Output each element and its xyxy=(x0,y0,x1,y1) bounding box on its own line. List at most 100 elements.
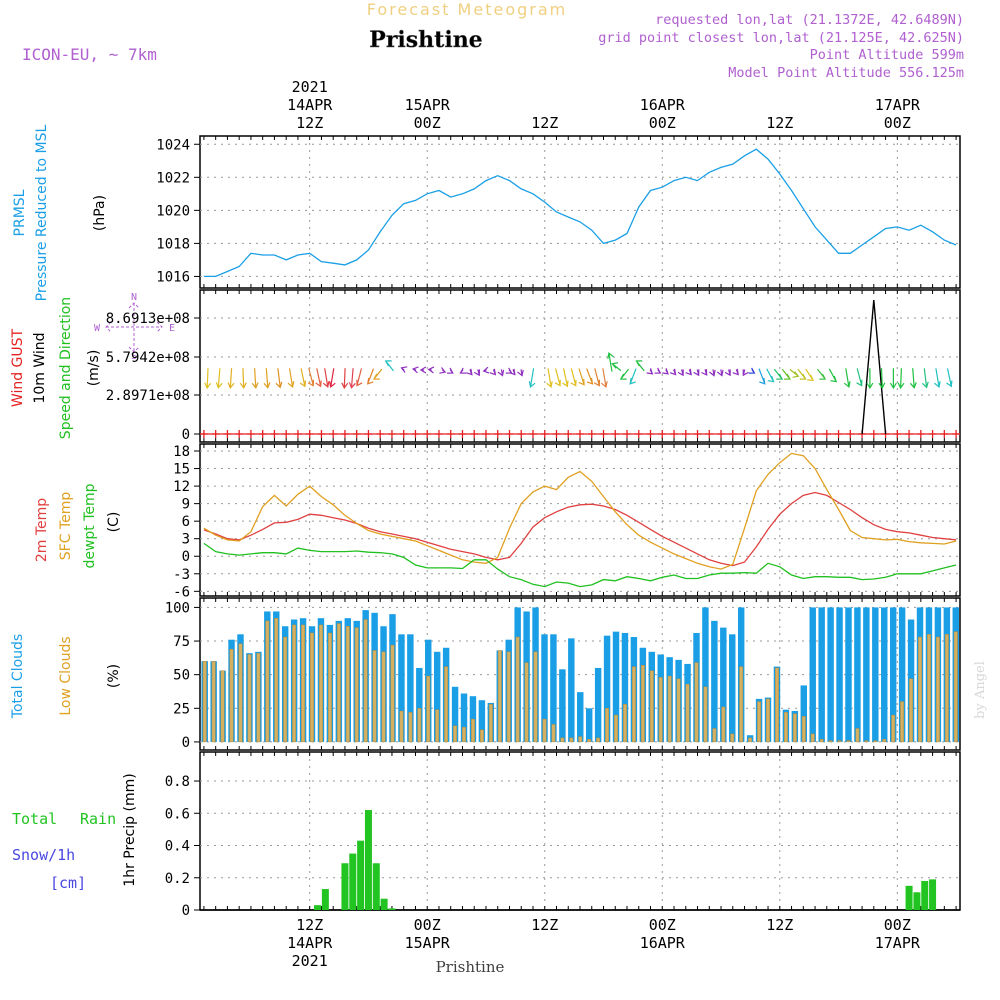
low-cloud-bar xyxy=(336,623,341,743)
total-cloud-bar xyxy=(818,607,825,742)
wind-arrow xyxy=(227,368,235,389)
wind-arrow xyxy=(934,368,941,388)
wind-arrow xyxy=(287,368,295,388)
clouds-unit: (%) xyxy=(106,664,122,688)
wind-arrow xyxy=(646,368,654,375)
rain-bar xyxy=(349,853,357,910)
low-cloud-bar xyxy=(390,644,395,743)
low-cloud-bar xyxy=(426,675,431,743)
model-altitude: Model Point Altitude 556.125m xyxy=(728,65,964,81)
low-cloud-bar xyxy=(703,686,708,743)
wind-arrow xyxy=(889,368,897,390)
time-label-bottom: 00Z xyxy=(884,916,911,934)
low-cloud-bar xyxy=(855,728,860,743)
total-cloud-bar xyxy=(585,708,593,742)
low-cloud-bar xyxy=(301,624,305,743)
value-tick-label: 18 xyxy=(173,444,190,460)
low-cloud-bar xyxy=(918,636,922,743)
wind-panel xyxy=(199,289,961,443)
rain-bar xyxy=(905,885,913,910)
wind-arrow xyxy=(748,367,756,374)
axis-labels: 12Z14APR202112Z14APR202100Z15APR00Z15APR… xyxy=(106,78,921,970)
low-cloud-bar xyxy=(792,713,797,743)
precip-legend: Total Rain Snow/1h [cm] 1hr Precip (mm) xyxy=(12,773,138,892)
wind-arrow xyxy=(805,368,815,381)
low-cloud-bar xyxy=(909,678,913,743)
low-cloud-bar xyxy=(721,706,726,743)
wind-arrow xyxy=(489,368,497,376)
low-cloud-bar xyxy=(399,710,404,743)
low-cloud-bar xyxy=(623,704,627,743)
total-cloud-bar xyxy=(577,692,584,742)
temp-unit: (C) xyxy=(106,512,122,533)
low-cloud-bar xyxy=(319,624,323,743)
wind-arrow xyxy=(724,369,731,377)
wind-tick-label: 0 xyxy=(182,427,190,443)
pressure-label-2: Pressure Reduced to MSL xyxy=(34,124,50,301)
low-cloud-bar xyxy=(667,675,672,743)
wind-arrow xyxy=(251,368,259,389)
wind-arrow xyxy=(578,368,585,386)
temp-line-1 xyxy=(203,452,957,570)
temp-label-dewpt: dewpt Temp xyxy=(82,483,98,568)
total-cloud-bar xyxy=(407,634,414,742)
low-cloud-bar xyxy=(685,683,690,743)
low-cloud-bar xyxy=(506,651,511,743)
total-cloud-bar xyxy=(478,700,486,742)
credit-watermark: by Angel xyxy=(973,661,988,719)
temp-line-2 xyxy=(203,542,957,588)
wind-arrow xyxy=(348,368,356,389)
low-cloud-bar xyxy=(658,677,663,743)
total-cloud-bar xyxy=(451,686,459,742)
wind-tick-label: 5.7942e+08 xyxy=(106,350,190,366)
wind-arrow xyxy=(366,368,375,385)
low-cloud-bar xyxy=(435,709,440,743)
total-cloud-bar xyxy=(889,607,897,742)
compass-cross xyxy=(105,302,163,353)
wind-arrow xyxy=(701,369,708,376)
value-tick-label: 0.2 xyxy=(165,871,190,887)
total-cloud-bar xyxy=(541,634,548,742)
total-cloud-bar xyxy=(603,635,611,742)
wind-arrow xyxy=(921,368,929,389)
low-cloud-bar xyxy=(229,648,234,743)
footer-location: Prishtine xyxy=(436,958,505,976)
pressure-unit: (hPa) xyxy=(92,195,108,231)
wind-arrow xyxy=(411,366,419,374)
low-cloud-bar xyxy=(864,740,869,743)
low-cloud-bar xyxy=(837,740,842,743)
total-cloud-bar xyxy=(836,607,843,742)
low-cloud-bar xyxy=(363,619,368,743)
wind-label-speed: Speed and Direction xyxy=(58,297,74,439)
time-label-top: 15APR xyxy=(405,96,451,114)
total-cloud-bar xyxy=(612,631,620,742)
low-cloud-bar xyxy=(283,636,288,743)
compass-s: S xyxy=(131,351,137,362)
low-cloud-bar xyxy=(810,733,815,743)
value-tick-label: 1018 xyxy=(156,236,190,252)
total-cloud-bar xyxy=(568,638,575,742)
low-cloud-bar xyxy=(569,737,574,743)
time-label-bottom: 16APR xyxy=(640,934,686,952)
low-cloud-bar xyxy=(256,652,261,743)
low-cloud-bar xyxy=(935,636,940,743)
compass-n: N xyxy=(131,292,137,303)
plot-data xyxy=(199,148,961,911)
total-cloud-bar xyxy=(845,607,852,742)
temp-label-sfc: SFC Temp xyxy=(58,492,74,561)
point-altitude: Point Altitude 599m xyxy=(810,47,964,63)
low-cloud-bar xyxy=(766,698,770,743)
low-cloud-bar xyxy=(828,740,833,743)
total-cloud-bar xyxy=(729,634,736,742)
wind-arrow xyxy=(341,368,349,390)
total-cloud-bar xyxy=(460,693,468,742)
low-cloud-bar xyxy=(202,661,207,743)
wind-arrow xyxy=(356,368,363,387)
wind-arrow xyxy=(459,367,467,374)
wind-arrow xyxy=(446,367,454,374)
low-cloud-bar xyxy=(900,701,905,743)
time-label-bottom: 00Z xyxy=(649,916,676,934)
grid-lines xyxy=(194,136,960,911)
time-label-top: 00Z xyxy=(884,114,911,132)
total-cloud-bar xyxy=(416,667,423,742)
